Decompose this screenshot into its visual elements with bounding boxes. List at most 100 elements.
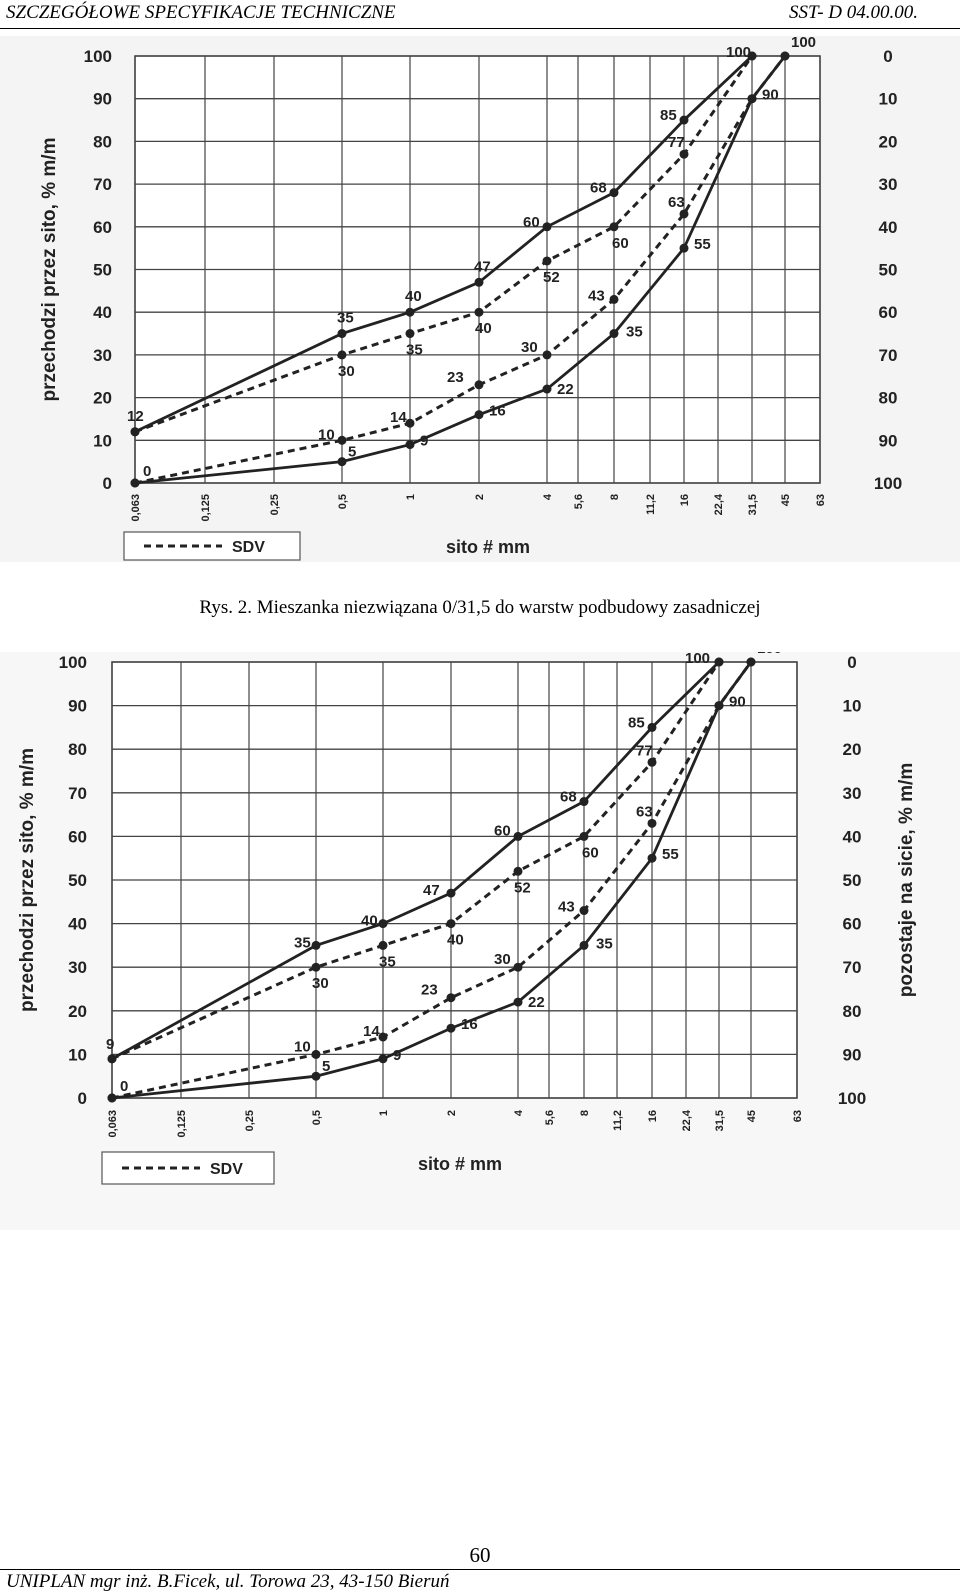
data-point bbox=[542, 384, 552, 394]
data-point bbox=[679, 243, 689, 253]
x-tick-label: 16 bbox=[679, 494, 691, 506]
data-label: 77 bbox=[668, 134, 685, 151]
x-tick-label: 2 bbox=[474, 494, 486, 500]
y-tick-label: 40 bbox=[93, 303, 112, 322]
data-label: 10 bbox=[318, 426, 335, 443]
y-tick-label: 80 bbox=[68, 740, 87, 759]
data-label: 90 bbox=[762, 87, 779, 104]
data-point bbox=[780, 51, 790, 61]
y-tick-label: 70 bbox=[68, 784, 87, 803]
y-right-tick-label: 0 bbox=[883, 47, 892, 66]
data-point bbox=[474, 307, 484, 317]
data-point bbox=[446, 888, 456, 898]
x-tick-label: 0,063 bbox=[107, 1110, 119, 1138]
x-tick-label: 8 bbox=[609, 494, 621, 500]
data-label: 9 bbox=[106, 1036, 114, 1053]
y-right-tick-label: 80 bbox=[843, 1002, 862, 1021]
x-tick-label: 1 bbox=[378, 1110, 390, 1116]
data-label: 35 bbox=[596, 935, 613, 952]
data-point bbox=[405, 418, 415, 428]
y-right-tick-label: 60 bbox=[879, 303, 898, 322]
y-tick-label: 40 bbox=[68, 915, 87, 934]
data-label: 55 bbox=[694, 236, 711, 253]
data-point bbox=[337, 329, 347, 339]
y-tick-label: 20 bbox=[68, 1002, 87, 1021]
data-label: 85 bbox=[628, 714, 645, 731]
data-point bbox=[337, 350, 347, 360]
legend-box bbox=[123, 531, 301, 561]
x-tick-label: 31,5 bbox=[747, 494, 759, 515]
data-point bbox=[647, 853, 657, 863]
data-point bbox=[542, 350, 552, 360]
data-point bbox=[647, 757, 657, 767]
data-label: 30 bbox=[494, 951, 511, 968]
data-label: 35 bbox=[379, 953, 396, 970]
data-label: 47 bbox=[474, 258, 491, 275]
page-number: 60 bbox=[469, 1543, 491, 1567]
data-point bbox=[474, 380, 484, 390]
legend-label: SDV bbox=[232, 539, 265, 556]
y-right-tick-label: 30 bbox=[843, 784, 862, 803]
y-tick-label: 20 bbox=[93, 389, 112, 408]
data-label: 40 bbox=[361, 913, 378, 930]
y-right-tick-label: 10 bbox=[879, 90, 898, 109]
data-point bbox=[679, 209, 689, 219]
y-tick-label: 10 bbox=[68, 1045, 87, 1064]
x-tick-label: 1 bbox=[405, 494, 417, 500]
data-label: 63 bbox=[668, 194, 685, 211]
data-label: 12 bbox=[127, 408, 144, 425]
y-right-tick-label: 0 bbox=[847, 653, 856, 672]
x-tick-label: 16 bbox=[647, 1110, 659, 1122]
y-tick-label: 80 bbox=[93, 132, 112, 151]
y-tick-label: 50 bbox=[68, 871, 87, 890]
data-label: 52 bbox=[543, 269, 560, 286]
y-right-tick-label: 40 bbox=[879, 218, 898, 237]
data-label: 100 bbox=[791, 36, 816, 51]
data-point bbox=[679, 115, 689, 125]
data-point bbox=[378, 940, 388, 950]
data-point bbox=[542, 222, 552, 232]
data-point bbox=[446, 1023, 456, 1033]
data-label: 30 bbox=[521, 339, 538, 356]
y-right-tick-label: 30 bbox=[879, 175, 898, 194]
grading-chart-1: 100 90 80 70 60 50 40 30 20 10 0 0 10 20 30 40 50 60 70 80 9… bbox=[0, 34, 960, 562]
data-label: 68 bbox=[560, 789, 577, 806]
data-point bbox=[378, 1032, 388, 1042]
x-tick-label: 8 bbox=[579, 1110, 591, 1116]
y-right-tick-label: 70 bbox=[843, 958, 862, 977]
data-label: 30 bbox=[338, 363, 355, 380]
y-tick-label: 60 bbox=[93, 218, 112, 237]
x-tick-label: 0,5 bbox=[311, 1110, 323, 1125]
y-right-tick-label: 70 bbox=[879, 346, 898, 365]
y-right-tick-label: 80 bbox=[879, 389, 898, 408]
data-point bbox=[513, 997, 523, 1007]
data-label: 23 bbox=[421, 982, 438, 999]
data-label: 90 bbox=[729, 694, 746, 711]
x-tick-label: 0,25 bbox=[269, 494, 281, 515]
data-point bbox=[714, 701, 724, 711]
data-point bbox=[609, 188, 619, 198]
y-right-tick-label: 20 bbox=[879, 132, 898, 151]
data-point bbox=[579, 831, 589, 841]
data-label: 35 bbox=[294, 934, 311, 951]
data-point bbox=[513, 962, 523, 972]
grading-chart-2: 100 90 80 70 60 50 40 30 20 10 0 0 10 20 30 40 50 60 70 80 9… bbox=[0, 640, 960, 1230]
data-point bbox=[747, 94, 757, 104]
data-point bbox=[405, 440, 415, 450]
data-label: 60 bbox=[494, 822, 511, 839]
data-point bbox=[378, 919, 388, 929]
data-label: 52 bbox=[514, 879, 531, 896]
x-tick-label: 0,125 bbox=[200, 494, 212, 522]
y-tick-label: 0 bbox=[103, 474, 112, 493]
x-tick-label: 4 bbox=[513, 1109, 525, 1116]
data-point bbox=[542, 256, 552, 266]
grading-chart-2-svg: 1009080706050403020100010203040506070809… bbox=[17, 640, 917, 1185]
data-point bbox=[378, 1054, 388, 1064]
data-label: 60 bbox=[523, 214, 540, 231]
y-right-tick-label: 60 bbox=[843, 915, 862, 934]
data-point bbox=[130, 478, 140, 488]
y-right-tick-label: 50 bbox=[843, 871, 862, 890]
data-point bbox=[474, 410, 484, 420]
data-label: 55 bbox=[662, 846, 679, 863]
data-label: 5 bbox=[348, 444, 356, 461]
